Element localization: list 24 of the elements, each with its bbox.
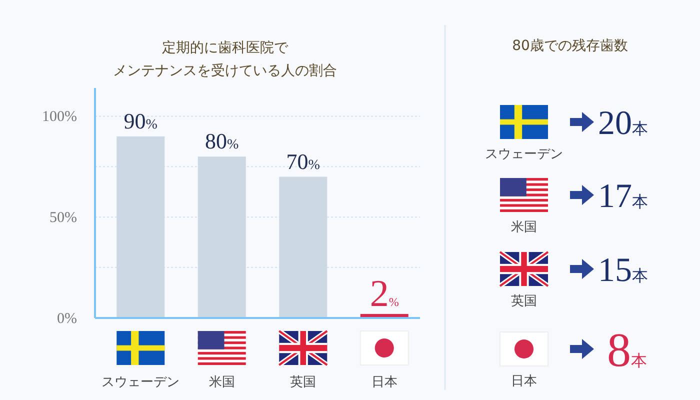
- data-label: 80%: [205, 128, 240, 154]
- x-tick-label: スウェーデン: [102, 375, 180, 390]
- bar: [116, 136, 165, 318]
- x-tick-label: 日本: [371, 375, 398, 390]
- text: 80歳での残存歯数: [512, 38, 628, 54]
- category-label: 米国: [511, 220, 537, 235]
- x-tick-label: 英国: [290, 375, 316, 390]
- bar: [279, 176, 328, 318]
- bar: [198, 156, 246, 318]
- text: 8本: [607, 324, 647, 377]
- category-label: スウェーデン: [485, 147, 563, 162]
- y-tick-label: 50%: [50, 210, 77, 226]
- data-label: 70%: [286, 148, 320, 174]
- y-tick-label: 0%: [57, 311, 77, 327]
- category-label: 英国: [511, 294, 537, 309]
- y-tick-label: 100%: [42, 109, 77, 126]
- data-label: 2%: [370, 272, 399, 315]
- x-tick-label: 米国: [208, 375, 235, 390]
- text: 20本: [598, 105, 648, 142]
- chart-subtitle: メンテナンスを受けている人の割合: [113, 63, 337, 79]
- text: 15本: [598, 252, 648, 289]
- chart-title: 定期的に歯科医院で: [162, 40, 289, 56]
- data-label: 90%: [124, 108, 158, 134]
- text: 17本: [598, 178, 648, 215]
